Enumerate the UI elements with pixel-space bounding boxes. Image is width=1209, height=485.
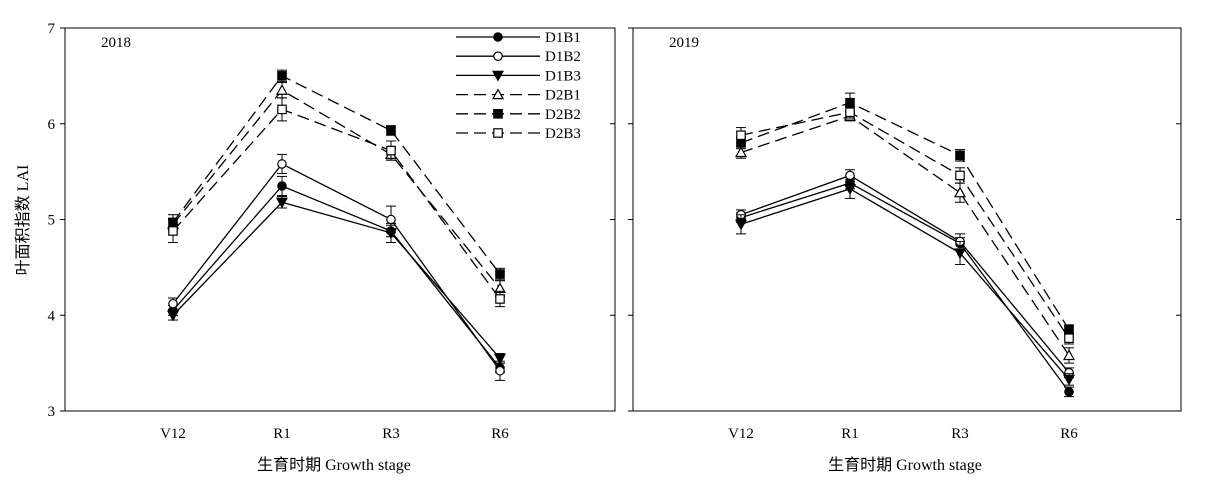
data-point	[953, 186, 967, 198]
data-point	[1064, 333, 1074, 344]
y-tick-label: 4	[48, 308, 56, 324]
data-point	[168, 226, 178, 236]
chart-title: 2019	[669, 35, 699, 51]
data-point	[277, 104, 287, 115]
legend-item-d2b1: D2B1	[456, 88, 581, 104]
data-point	[843, 184, 857, 196]
x-tick-label: R6	[1060, 426, 1078, 442]
legend-item-d1b1: D1B1	[456, 30, 581, 46]
data-point	[386, 145, 396, 156]
legend-label: D2B2	[545, 107, 581, 123]
data-point	[386, 125, 396, 136]
legend-marker	[491, 88, 505, 100]
series-line	[172, 201, 501, 359]
data-point	[495, 365, 505, 376]
x-tick-label: R3	[951, 426, 969, 442]
plot-frame	[632, 27, 1182, 412]
series-d1b3	[166, 196, 507, 365]
x-axis-title: 生育时期 Growth stage	[828, 456, 982, 474]
plot-frame	[64, 27, 616, 412]
series-line	[740, 101, 1070, 330]
x-tick-label: V12	[728, 426, 754, 442]
data-point	[166, 310, 180, 322]
legend-item-d1b3: D1B3	[456, 68, 581, 84]
series-line	[740, 182, 1070, 393]
data-point	[495, 294, 505, 304]
legend-item-d1b2: D1B2	[456, 49, 581, 65]
data-point	[384, 228, 398, 240]
x-tick-label: R1	[841, 426, 859, 442]
y-tick-label: 7	[48, 21, 56, 37]
x-tick-label: R1	[273, 426, 291, 442]
legend: D1B1 D1B2 D1B3 D2B1 D2B2 D2B3	[456, 30, 581, 142]
x-tick-label: V12	[160, 426, 186, 442]
data-point	[734, 146, 748, 158]
legend-label: D2B1	[545, 88, 581, 104]
x-tick-label: R3	[382, 426, 400, 442]
series-line	[740, 111, 1070, 339]
data-point	[168, 298, 178, 309]
y-tick-label: 6	[48, 117, 56, 133]
series-d1b3	[734, 178, 1076, 386]
data-point	[386, 214, 396, 225]
legend-item-d2b3: D2B3	[456, 126, 581, 142]
legend-marker	[493, 128, 503, 138]
series-d2b1	[734, 109, 1076, 364]
legend-label: D1B2	[545, 49, 581, 65]
series-line	[740, 188, 1070, 380]
series-line	[172, 89, 501, 289]
legend-label: D1B1	[545, 30, 581, 46]
data-point	[845, 97, 855, 108]
series-line	[172, 163, 501, 372]
series-d2b3	[736, 106, 1074, 345]
y-tick-label: 5	[48, 213, 56, 229]
series-d2b3	[168, 97, 505, 308]
data-point	[275, 84, 289, 95]
series-d1b2	[736, 169, 1074, 378]
y-axis-title: 叶面积指数 LAI	[14, 165, 32, 276]
data-point	[275, 197, 289, 209]
data-point	[493, 353, 507, 365]
chart-title: 2018	[101, 35, 131, 51]
chart-panel-2019: V12 R1 R3 R6 生育时期 Growth stage 2019	[628, 27, 1182, 474]
series-d2b2	[168, 69, 505, 281]
data-point	[1064, 387, 1074, 397]
data-point	[845, 107, 855, 118]
data-point	[277, 181, 287, 191]
legend-label: D2B3	[545, 126, 581, 142]
data-point	[277, 159, 287, 169]
x-tick-label: R6	[491, 426, 509, 442]
data-point	[955, 170, 965, 181]
legend-marker	[493, 32, 503, 42]
data-point	[736, 130, 746, 141]
data-point	[734, 219, 748, 231]
data-point	[277, 71, 287, 81]
data-point	[955, 150, 965, 161]
legend-marker	[491, 70, 505, 82]
legend-label: D1B3	[545, 68, 581, 84]
data-point	[495, 269, 505, 279]
series-line	[740, 174, 1070, 374]
legend-marker	[493, 108, 503, 119]
data-point	[845, 170, 855, 181]
series-line	[172, 185, 501, 369]
data-point	[953, 248, 967, 260]
legend-marker	[493, 51, 503, 61]
series-line	[740, 115, 1070, 356]
series-d2b1	[166, 82, 507, 297]
data-point	[1062, 349, 1076, 361]
data-point	[1062, 374, 1076, 386]
y-tick-label: 3	[48, 404, 56, 420]
series-line	[172, 108, 501, 300]
series-line	[172, 75, 501, 275]
legend-item-d2b2: D2B2	[456, 107, 581, 123]
x-axis-title: 生育时期 Growth stage	[257, 456, 411, 474]
series-d1b1	[168, 175, 505, 374]
